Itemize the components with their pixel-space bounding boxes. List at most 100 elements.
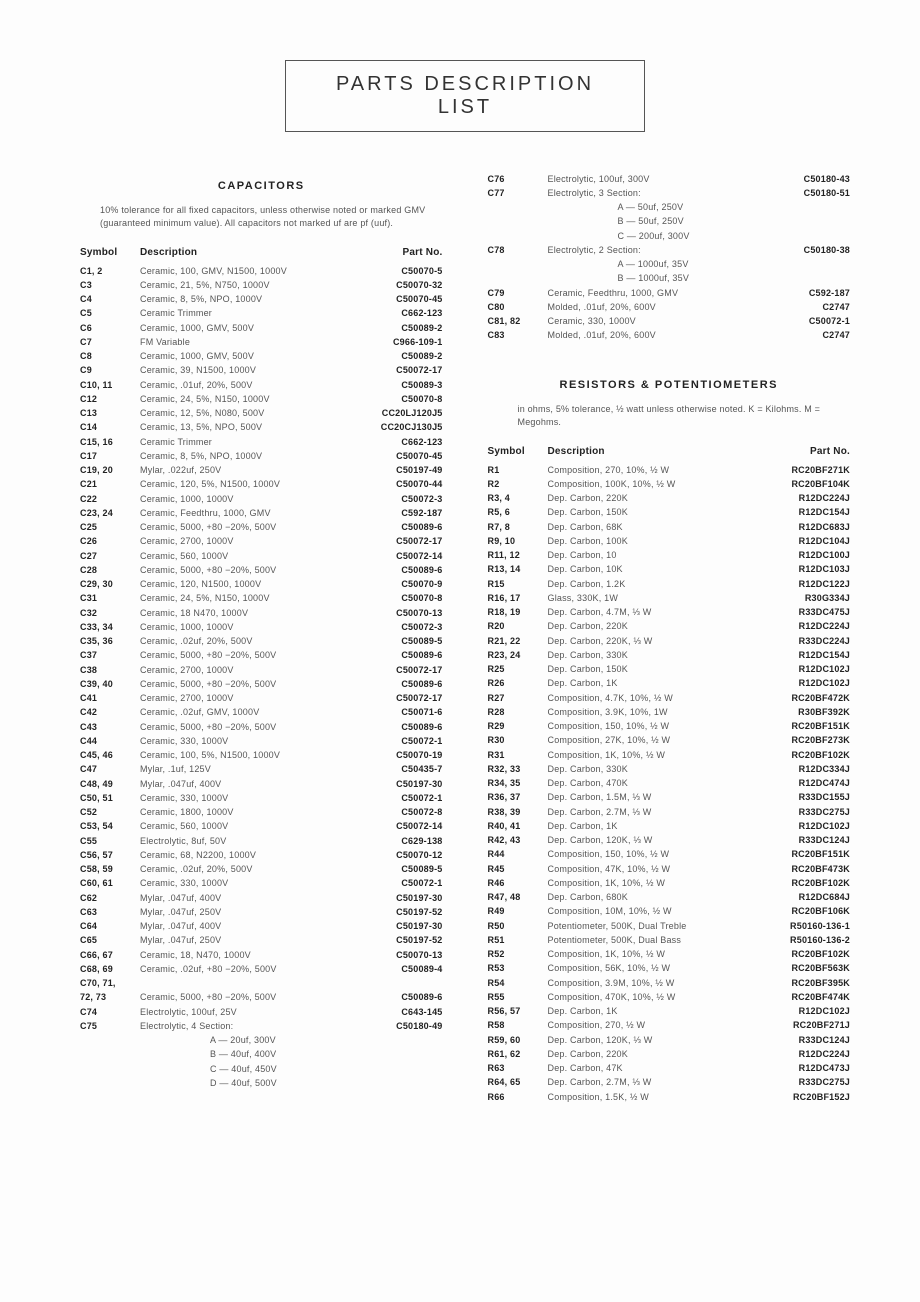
table-row: C55Electrolytic, 8uf, 50VC629-138: [80, 834, 443, 848]
cell-description: Dep. Carbon, 1.2K: [548, 577, 761, 591]
table-row: R32, 33Dep. Carbon, 330KR12DC334J: [488, 762, 851, 776]
table-row: R36, 37Dep. Carbon, 1.5M, ⅓ WR33DC155J: [488, 791, 851, 805]
table-row: C22Ceramic, 1000, 1000VC50072-3: [80, 492, 443, 506]
cell-partno: C50070-44: [353, 478, 443, 492]
capacitors-heading: CAPACITORS: [80, 180, 443, 192]
table-row: R40, 41Dep. Carbon, 1KR12DC102J: [488, 819, 851, 833]
cell-symbol: R21, 22: [488, 634, 548, 648]
cell-symbol: C37: [80, 649, 140, 663]
table-row: C45, 46Ceramic, 100, 5%, N1500, 1000VC50…: [80, 749, 443, 763]
cell-symbol: C79: [488, 286, 548, 300]
cell-partno: C50072-17: [353, 692, 443, 706]
table-row: B — 40uf, 400V: [80, 1048, 443, 1062]
cell-description: Ceramic, 120, 5%, N1500, 1000V: [140, 478, 353, 492]
cell-symbol: C56, 57: [80, 848, 140, 862]
table-row: C53, 54Ceramic, 560, 1000VC50072-14: [80, 820, 443, 834]
table-row: R63Dep. Carbon, 47KR12DC473J: [488, 1062, 851, 1076]
cell-partno: C50089-2: [353, 350, 443, 364]
table-row: R47, 48Dep. Carbon, 680KR12DC684J: [488, 891, 851, 905]
table-row: R30Composition, 27K, 10%, ½ WRC20BF273K: [488, 734, 851, 748]
cell-partno: R33DC224J: [760, 634, 850, 648]
cell-symbol: R30: [488, 734, 548, 748]
cell-description: Ceramic, .02uf, 20%, 500V: [140, 863, 353, 877]
table-row: C70, 71,: [80, 977, 443, 991]
table-row: R54Composition, 3.9M, 10%, ½ WRC20BF395K: [488, 976, 851, 990]
col-partno: Part No.: [760, 446, 850, 463]
cell-symbol: C1, 2: [80, 264, 140, 278]
table-row: R15Dep. Carbon, 1.2KR12DC122J: [488, 577, 851, 591]
cell-symbol: C60, 61: [80, 877, 140, 891]
table-row: C76Electrolytic, 100uf, 300VC50180-43: [488, 172, 851, 186]
table-row: C56, 57Ceramic, 68, N2200, 1000VC50070-1…: [80, 848, 443, 862]
cell-description: Ceramic, 2700, 1000V: [140, 663, 353, 677]
cell-symbol: C6: [80, 321, 140, 335]
cell-description: Dep. Carbon, 10: [548, 549, 761, 563]
cell-symbol: R31: [488, 748, 548, 762]
cell-partno: R12DC102J: [760, 663, 850, 677]
cell-description: Ceramic, 1000, GMV, 500V: [140, 321, 353, 335]
cell-symbol: C39, 40: [80, 677, 140, 691]
cell-description: Ceramic, Feedthru, 1000, GMV: [140, 506, 353, 520]
cell-description: Electrolytic, 3 Section:: [548, 186, 761, 200]
cell-partno: C50070-45: [353, 293, 443, 307]
cell-partno: R12DC154J: [760, 506, 850, 520]
cell-symbol: C25: [80, 521, 140, 535]
cell-partno: RC20BF152J: [760, 1090, 850, 1104]
table-row: R51Potentiometer, 500K, Dual BassR50160-…: [488, 933, 851, 947]
cell-description: Ceramic, .02uf, +80 −20%, 500V: [140, 962, 353, 976]
cell-description: [140, 977, 353, 991]
cell-symbol: [488, 229, 548, 243]
cell-symbol: [488, 272, 548, 286]
cell-symbol: R66: [488, 1090, 548, 1104]
table-row: R26Dep. Carbon, 1KR12DC102J: [488, 677, 851, 691]
cell-description: Ceramic Trimmer: [140, 307, 353, 321]
page-title: PARTS DESCRIPTION LIST: [285, 60, 645, 132]
cell-description: Mylar, .047uf, 250V: [140, 905, 353, 919]
cell-symbol: C55: [80, 834, 140, 848]
cell-partno: CC20CJ130J5: [353, 421, 443, 435]
cell-symbol: R16, 17: [488, 591, 548, 605]
cell-partno: C50072-14: [353, 549, 443, 563]
cell-partno: R33DC124J: [760, 834, 850, 848]
cell-partno: RC20BF395K: [760, 976, 850, 990]
cell-partno: R33DC275J: [760, 805, 850, 819]
cell-description: Ceramic, 18 N470, 1000V: [140, 606, 353, 620]
cell-partno: C592-187: [760, 286, 850, 300]
cell-symbol: R54: [488, 976, 548, 990]
cell-description: Dep. Carbon, 2.7M, ⅓ W: [548, 1076, 761, 1090]
table-row: C48, 49Mylar, .047uf, 400VC50197-30: [80, 777, 443, 791]
cell-partno: C50089-6: [353, 677, 443, 691]
cell-description: Ceramic, 18, N470, 1000V: [140, 948, 353, 962]
cell-partno: C50089-2: [353, 321, 443, 335]
cell-symbol: C14: [80, 421, 140, 435]
cell-symbol: C42: [80, 706, 140, 720]
cell-description: Ceramic, 5000, +80 −20%, 500V: [140, 720, 353, 734]
table-row: C17Ceramic, 8, 5%, NPO, 1000VC50070-45: [80, 449, 443, 463]
cell-description: Ceramic, 2700, 1000V: [140, 535, 353, 549]
table-row: R55Composition, 470K, 10%, ½ WRC20BF474K: [488, 990, 851, 1004]
cell-partno: R30G334J: [760, 591, 850, 605]
cell-partno: C50197-52: [353, 934, 443, 948]
cell-description: Electrolytic, 2 Section:: [548, 243, 761, 257]
cell-partno: C50089-4: [353, 962, 443, 976]
cell-symbol: R13, 14: [488, 563, 548, 577]
cell-symbol: R49: [488, 905, 548, 919]
table-row: R27Composition, 4.7K, 10%, ½ WRC20BF472K: [488, 691, 851, 705]
cell-partno: R12DC474J: [760, 777, 850, 791]
cell-partno: [760, 229, 850, 243]
cell-description: A — 20uf, 300V: [140, 1034, 353, 1048]
cell-partno: R33DC475J: [760, 606, 850, 620]
cell-description: D — 40uf, 500V: [140, 1076, 353, 1090]
cell-description: Ceramic Trimmer: [140, 435, 353, 449]
cell-partno: [353, 977, 443, 991]
table-row: R45Composition, 47K, 10%, ½ WRC20BF473K: [488, 862, 851, 876]
cell-partno: C50435-7: [353, 763, 443, 777]
cell-symbol: R26: [488, 677, 548, 691]
table-row: C60, 61Ceramic, 330, 1000VC50072-1: [80, 877, 443, 891]
table-row: C15, 16Ceramic TrimmerC662-123: [80, 435, 443, 449]
cell-partno: C50070-13: [353, 948, 443, 962]
cell-description: Dep. Carbon, 120K, ⅓ W: [548, 1033, 761, 1047]
cell-description: Ceramic, 330, 1000V: [140, 734, 353, 748]
table-row: A — 20uf, 300V: [80, 1034, 443, 1048]
cell-description: Potentiometer, 500K, Dual Treble: [548, 919, 761, 933]
